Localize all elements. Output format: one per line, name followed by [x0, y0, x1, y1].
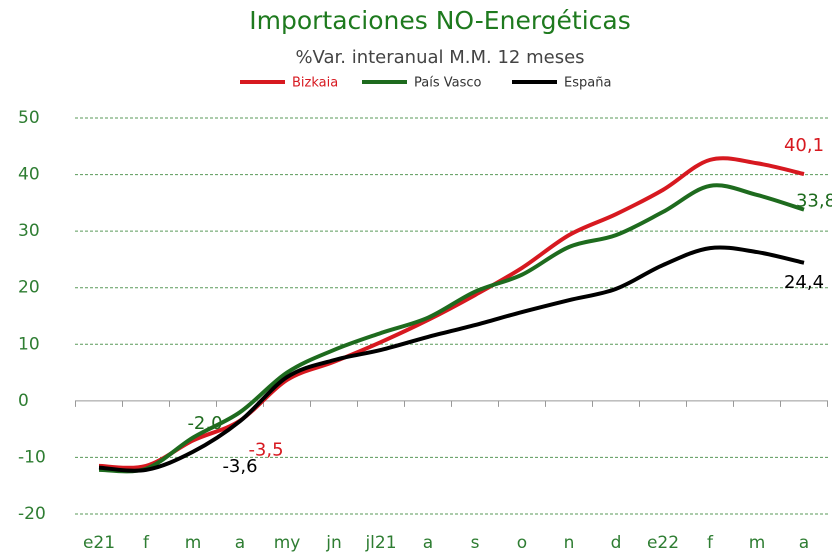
line [98, 245, 805, 473]
x-tick-label: my [274, 533, 301, 553]
data-label: 33,8 [796, 191, 832, 212]
chart-title: Importaciones NO-Energéticas [249, 6, 631, 35]
data-label: 40,1 [784, 135, 824, 156]
x-tick-label: e21 [83, 533, 115, 553]
x-tick-label: a [235, 533, 245, 553]
y-tick-label: 40 [18, 165, 40, 185]
y-tick-label: 20 [18, 278, 40, 298]
y-tick-label: -20 [18, 504, 46, 524]
data-label: -2,0 [187, 413, 222, 434]
y-tick-label: 30 [18, 221, 40, 241]
x-tick-label: n [564, 533, 575, 553]
y-tick-label: 50 [18, 108, 40, 128]
y-tick-label: 0 [18, 391, 29, 411]
x-tick-label: s [471, 533, 480, 553]
x-tick-label: a [799, 533, 809, 553]
legend-label: Bizkaia [292, 76, 338, 91]
x-tick-label: a [423, 533, 433, 553]
x-tick-label: jl21 [364, 533, 396, 553]
chart-subtitle: %Var. interanual M.M. 12 meses [295, 47, 584, 68]
line [98, 183, 805, 474]
data-label: -3,6 [222, 456, 257, 477]
legend-label: País Vasco [414, 76, 482, 91]
x-tick-label: f [143, 533, 150, 553]
y-tick-label: -10 [18, 447, 46, 467]
data-label: 24,4 [784, 272, 824, 293]
x-tick-label: m [185, 533, 202, 553]
x-tick-label: f [707, 533, 714, 553]
data-label: -3,5 [248, 440, 283, 461]
line [98, 156, 805, 470]
x-tick-label: jn [325, 533, 342, 553]
x-tick-label: e22 [647, 533, 679, 553]
x-tick-label: d [611, 533, 622, 553]
x-tick-label: m [749, 533, 766, 553]
y-tick-label: 10 [18, 334, 40, 354]
legend-label: España [564, 76, 611, 91]
x-tick-label: o [517, 533, 527, 553]
